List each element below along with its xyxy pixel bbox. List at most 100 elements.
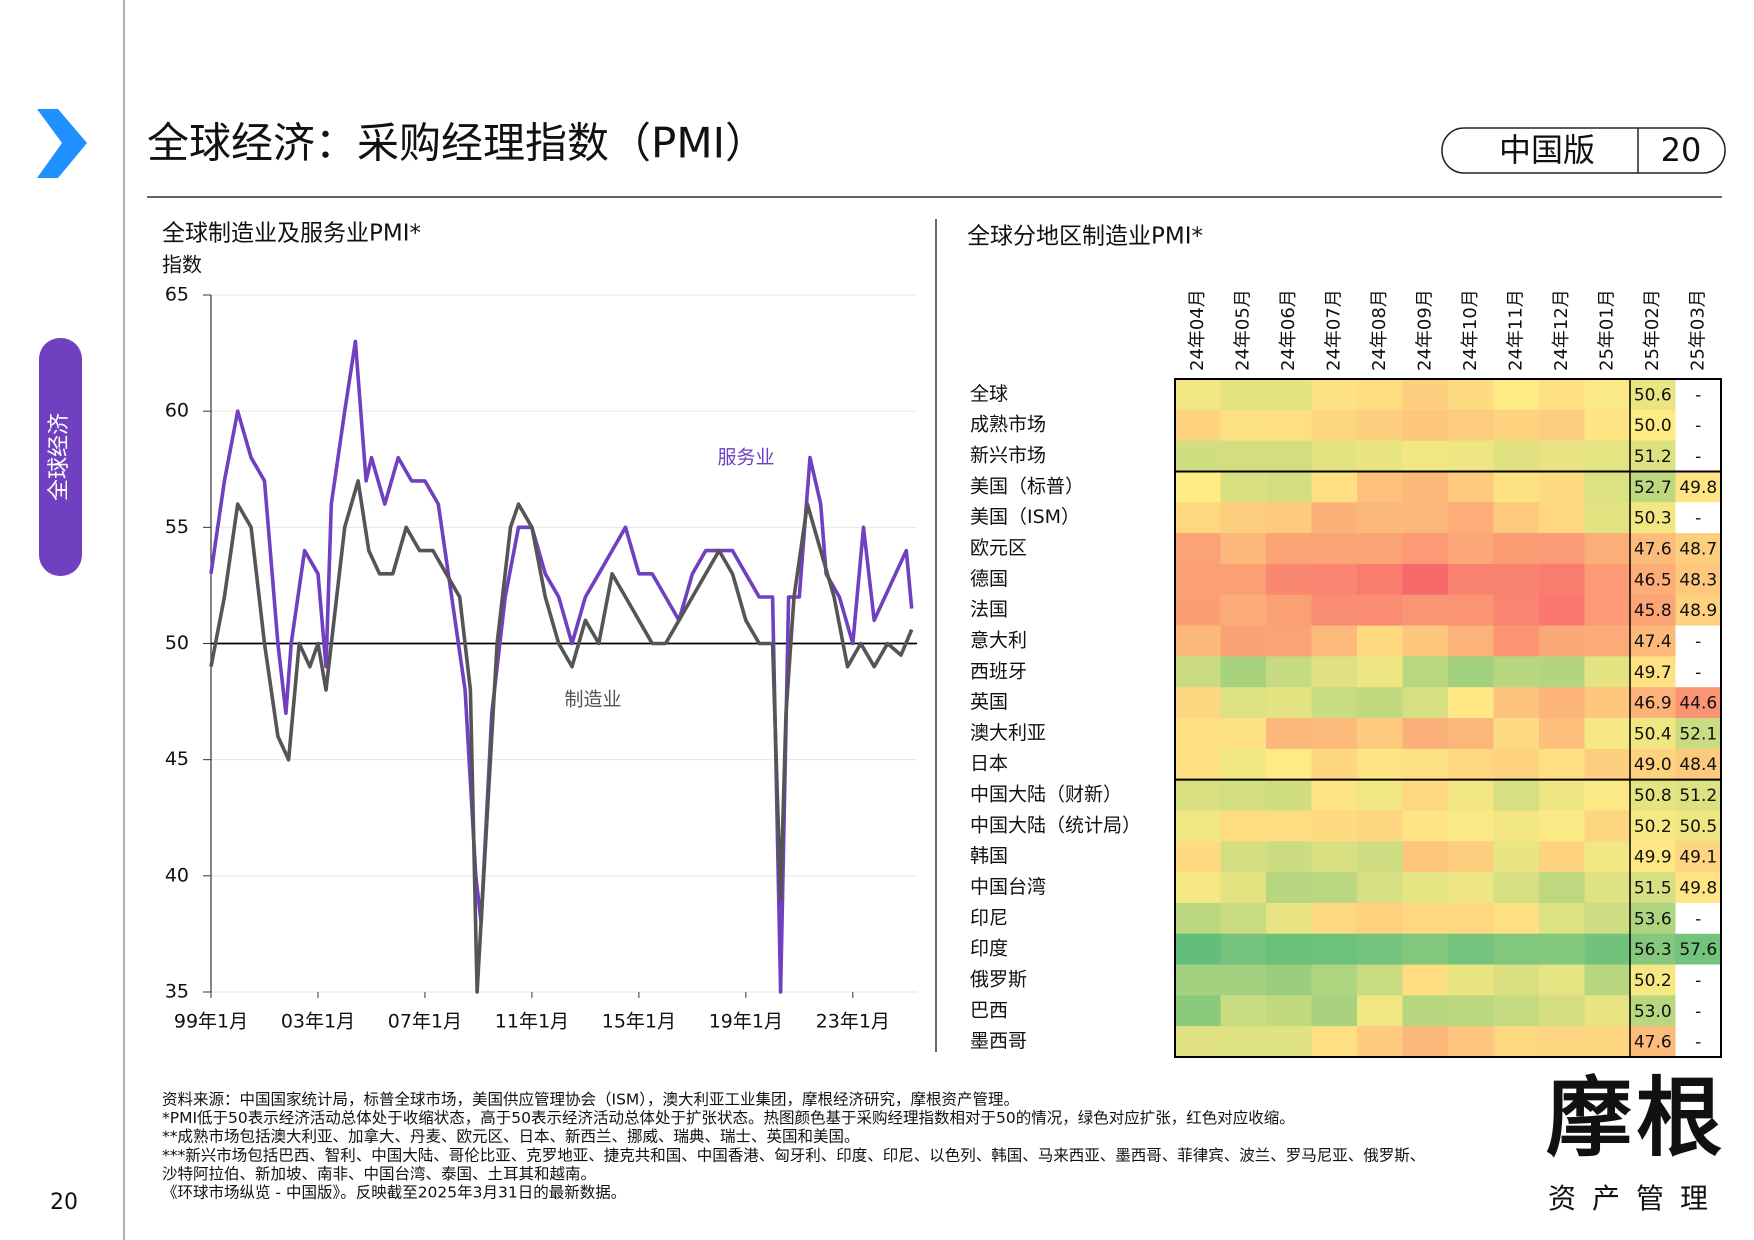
cell-value: 51.5 xyxy=(1634,879,1672,899)
heat-cell xyxy=(1357,748,1403,781)
heat-cell xyxy=(1675,379,1722,411)
heat-cell xyxy=(1402,718,1449,750)
heat-cell xyxy=(1175,502,1221,534)
heat-cell xyxy=(1311,995,1358,1027)
footnote: **成熟市场包括澳大利亚、加拿大、丹麦、欧元区、日本、新西兰、挪威、瑞典、瑞士、… xyxy=(162,1127,860,1146)
heat-cell xyxy=(1311,594,1358,627)
cell-value: 52.1 xyxy=(1679,724,1717,744)
chevron-icon xyxy=(37,109,87,178)
cell-value: - xyxy=(1695,385,1701,405)
heat-cell xyxy=(1220,625,1267,657)
heat-cell xyxy=(1357,625,1403,657)
cell-value: 46.5 xyxy=(1634,570,1672,590)
row-label: 印度 xyxy=(970,938,1008,960)
heat-cell xyxy=(1539,687,1585,719)
heat-cell xyxy=(1220,533,1267,565)
heat-cell xyxy=(1675,718,1722,750)
column-header: 24年08月 xyxy=(1369,289,1390,371)
heat-cell xyxy=(1175,533,1221,565)
heat-cell xyxy=(1493,933,1540,966)
column-header: 24年07月 xyxy=(1323,289,1344,371)
heat-cell xyxy=(1584,594,1631,627)
heat-cell xyxy=(1493,718,1540,750)
heat-cell xyxy=(1493,964,1540,996)
heat-cell xyxy=(1357,902,1403,935)
edition-label: 中国版 xyxy=(1499,131,1595,169)
heat-cell xyxy=(1175,440,1221,472)
heat-cell xyxy=(1311,563,1358,596)
heat-cell xyxy=(1175,995,1221,1027)
side-tab xyxy=(39,338,82,576)
heat-cell xyxy=(1311,779,1358,811)
cell-value: 50.3 xyxy=(1634,509,1672,529)
heat-cell xyxy=(1675,841,1722,873)
side-tab-label: 全球经济 xyxy=(47,413,72,501)
column-header: 25年02月 xyxy=(1642,289,1663,371)
heat-cell xyxy=(1220,995,1267,1027)
row-label: 美国（标普） xyxy=(970,475,1084,497)
row-label: 巴西 xyxy=(970,999,1008,1021)
heat-cell xyxy=(1630,379,1676,411)
heat-cell xyxy=(1357,933,1403,966)
heat-cell xyxy=(1448,625,1494,657)
heat-cell xyxy=(1539,779,1585,811)
column-header: 25年03月 xyxy=(1687,289,1708,371)
row-label: 新兴市场 xyxy=(970,445,1046,467)
row-label: 日本 xyxy=(970,753,1008,775)
row-label: 中国台湾 xyxy=(970,876,1046,898)
heat-cell xyxy=(1311,902,1358,935)
heat-cell xyxy=(1539,718,1585,750)
heat-cell xyxy=(1402,748,1449,781)
heat-cell xyxy=(1402,656,1449,688)
heat-cell xyxy=(1402,779,1449,811)
heat-cell xyxy=(1311,933,1358,966)
heat-cell xyxy=(1675,471,1722,503)
x-tick-label: 03年1月 xyxy=(281,1011,355,1033)
column-header: 24年04月 xyxy=(1187,289,1208,371)
heat-cell xyxy=(1266,533,1312,565)
heat-cell xyxy=(1266,563,1312,596)
footnote: ***新兴市场包括巴西、智利、中国大陆、哥伦比亚、克罗地亚、捷克共和国、中国香港… xyxy=(162,1146,1425,1164)
heat-cell xyxy=(1357,563,1403,596)
cell-value: - xyxy=(1695,509,1701,529)
heat-cell xyxy=(1448,810,1494,842)
heat-cell xyxy=(1539,995,1585,1027)
heat-cell xyxy=(1402,1026,1449,1058)
heat-cell xyxy=(1493,995,1540,1027)
footnote: 资料来源：中国国家统计局，标普全球市场，美国供应管理协会（ISM），澳大利亚工业… xyxy=(162,1090,1019,1109)
heat-cell xyxy=(1584,964,1631,996)
heat-cell xyxy=(1493,379,1540,411)
heat-cell xyxy=(1675,502,1722,534)
heat-cell xyxy=(1402,841,1449,873)
heat-cell xyxy=(1448,379,1494,411)
heat-cell xyxy=(1175,810,1221,842)
cell-value: 50.4 xyxy=(1634,724,1672,744)
heat-cell xyxy=(1402,995,1449,1027)
heat-cell xyxy=(1584,748,1631,781)
row-label: 英国 xyxy=(970,691,1008,713)
heat-cell xyxy=(1448,656,1494,688)
heat-cell xyxy=(1539,933,1585,966)
cell-value: - xyxy=(1695,416,1701,436)
heat-cell xyxy=(1493,810,1540,842)
heat-cell xyxy=(1539,872,1585,904)
heat-cell xyxy=(1266,995,1312,1027)
heat-cell xyxy=(1630,471,1676,503)
heat-cell xyxy=(1630,841,1676,873)
edition-page: 20 xyxy=(1661,131,1702,169)
heat-cell xyxy=(1175,718,1221,750)
heat-cell xyxy=(1493,872,1540,904)
heat-cell xyxy=(1175,594,1221,627)
y-axis-label: 指数 xyxy=(162,253,202,277)
heat-cell xyxy=(1539,841,1585,873)
heat-cell xyxy=(1584,563,1631,596)
heat-cell xyxy=(1402,872,1449,904)
cell-value: 47.4 xyxy=(1634,632,1672,652)
heat-cell xyxy=(1357,379,1403,411)
heat-cell xyxy=(1311,872,1358,904)
heat-cell xyxy=(1675,748,1722,781)
cell-value: 44.6 xyxy=(1679,694,1717,714)
row-label: 韩国 xyxy=(970,845,1008,867)
heat-cell xyxy=(1311,687,1358,719)
heat-cell xyxy=(1266,625,1312,657)
